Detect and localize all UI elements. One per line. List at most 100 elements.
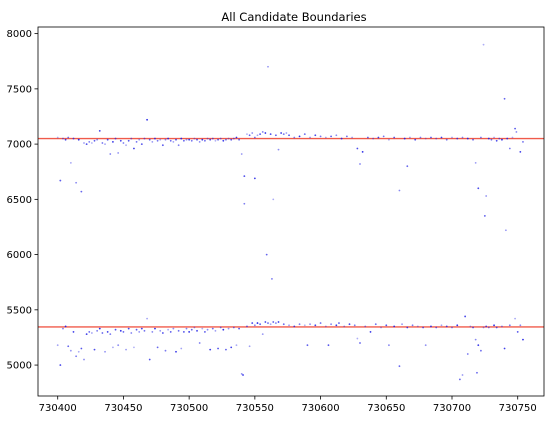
- data-point: [430, 325, 432, 328]
- data-point: [72, 331, 75, 333]
- data-point: [501, 138, 503, 141]
- data-point: [343, 325, 346, 328]
- plot-frame: [37, 26, 545, 397]
- data-point: [169, 331, 172, 333]
- data-point: [324, 136, 327, 139]
- data-point: [506, 137, 509, 140]
- data-point: [93, 139, 96, 142]
- data-point: [516, 331, 519, 333]
- data-point: [327, 344, 330, 347]
- x-tick-label: 730450: [104, 403, 142, 414]
- data-point: [243, 202, 246, 205]
- data-point: [225, 348, 227, 351]
- data-point: [493, 136, 495, 139]
- data-point: [490, 138, 493, 141]
- data-point: [135, 328, 138, 331]
- data-point: [414, 138, 417, 141]
- data-point: [235, 344, 238, 347]
- data-point: [330, 323, 332, 326]
- data-point: [182, 331, 185, 333]
- y-tick-label: 7000: [7, 140, 32, 151]
- data-point: [501, 325, 503, 328]
- y-tick-label: 7500: [7, 84, 32, 95]
- data-point: [409, 136, 411, 139]
- data-point: [101, 332, 104, 334]
- data-point: [109, 333, 112, 336]
- data-point: [209, 348, 212, 351]
- data-point: [196, 138, 198, 141]
- data-point: [253, 177, 256, 180]
- data-point: [114, 328, 117, 331]
- data-point: [253, 136, 256, 139]
- data-point: [264, 132, 267, 134]
- data-point: [64, 138, 67, 141]
- data-point: [219, 137, 222, 140]
- data-point: [232, 137, 235, 140]
- data-point: [201, 138, 204, 141]
- data-point: [456, 324, 459, 327]
- data-point: [112, 346, 114, 349]
- data-point: [138, 331, 141, 333]
- data-point: [117, 344, 120, 347]
- data-point: [519, 150, 522, 153]
- data-point: [493, 324, 495, 327]
- data-point: [440, 324, 443, 327]
- data-point: [406, 326, 409, 329]
- data-point: [222, 328, 225, 331]
- data-point: [177, 144, 180, 147]
- data-point: [335, 134, 338, 137]
- data-point: [445, 325, 448, 328]
- data-point: [185, 138, 188, 141]
- data-point: [190, 328, 193, 331]
- data-point: [172, 327, 175, 330]
- data-point: [193, 137, 196, 140]
- data-point: [456, 137, 459, 140]
- data-point: [214, 139, 217, 142]
- data-point: [172, 141, 175, 143]
- data-point: [522, 141, 524, 143]
- data-point: [77, 138, 80, 141]
- data-point: [138, 138, 141, 141]
- data-point: [106, 138, 109, 141]
- data-point: [267, 322, 269, 324]
- data-point: [130, 332, 133, 334]
- data-point: [59, 179, 62, 182]
- data-point: [164, 349, 167, 352]
- data-point: [445, 138, 448, 141]
- data-point: [69, 161, 72, 164]
- data-point: [193, 326, 196, 329]
- data-point: [75, 355, 78, 358]
- data-point: [256, 134, 259, 137]
- data-point: [206, 328, 209, 331]
- data-point: [251, 132, 254, 134]
- data-point: [101, 142, 104, 144]
- data-point: [458, 378, 461, 381]
- data-point: [214, 329, 217, 332]
- data-point: [430, 136, 432, 139]
- data-point: [472, 138, 474, 141]
- y-tick-label: 8000: [7, 29, 32, 40]
- data-point: [64, 325, 67, 328]
- data-point: [151, 331, 154, 333]
- data-point: [133, 147, 135, 150]
- x-tick-label: 730700: [433, 403, 471, 414]
- data-point: [274, 134, 277, 137]
- data-point: [119, 139, 122, 142]
- data-point: [330, 135, 332, 138]
- data-point: [219, 326, 222, 329]
- data-point: [498, 137, 501, 140]
- data-point: [198, 342, 201, 344]
- data-point: [140, 327, 143, 330]
- data-point: [482, 326, 485, 329]
- data-point: [464, 315, 467, 318]
- data-point: [495, 326, 498, 329]
- data-point: [164, 138, 167, 141]
- data-point: [188, 331, 191, 333]
- data-point: [303, 324, 306, 327]
- data-point: [461, 136, 464, 139]
- data-point: [161, 144, 164, 147]
- data-point: [225, 138, 227, 141]
- data-point: [480, 136, 482, 139]
- data-point: [487, 326, 490, 329]
- data-point: [269, 133, 272, 136]
